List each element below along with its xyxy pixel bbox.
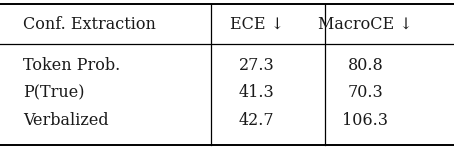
Text: 106.3: 106.3 [342, 112, 389, 129]
Text: 80.8: 80.8 [348, 57, 383, 74]
Text: P(True): P(True) [23, 84, 84, 101]
Text: Token Prob.: Token Prob. [23, 57, 120, 74]
Text: Verbalized: Verbalized [23, 112, 109, 129]
Text: 42.7: 42.7 [239, 112, 274, 129]
Text: 70.3: 70.3 [348, 84, 383, 101]
Text: Conf. Extraction: Conf. Extraction [23, 16, 156, 33]
Text: 27.3: 27.3 [239, 57, 274, 74]
Text: ECE ↓: ECE ↓ [230, 16, 283, 33]
Text: MacroCE ↓: MacroCE ↓ [318, 16, 413, 33]
Text: 41.3: 41.3 [239, 84, 274, 101]
